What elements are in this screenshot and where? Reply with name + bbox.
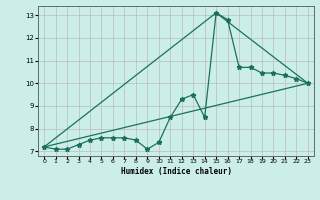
X-axis label: Humidex (Indice chaleur): Humidex (Indice chaleur): [121, 167, 231, 176]
